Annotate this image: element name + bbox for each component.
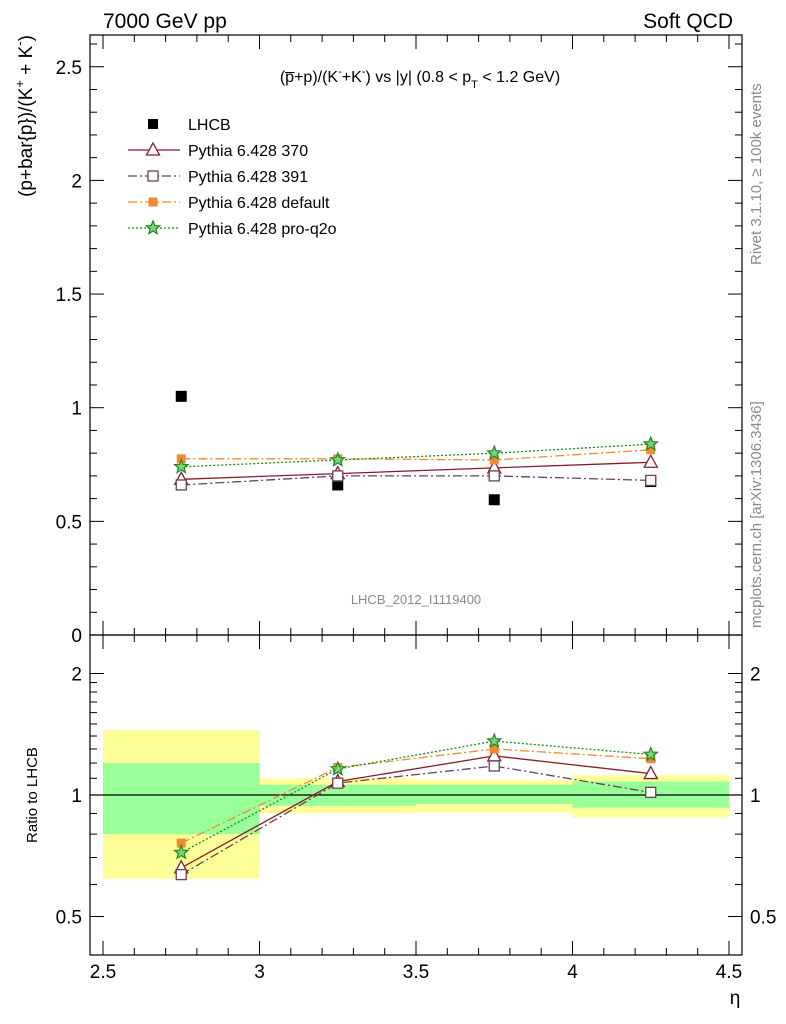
x-tick-label: 3 bbox=[254, 962, 265, 983]
legend-marker bbox=[148, 197, 158, 207]
series-line-default bbox=[181, 449, 651, 461]
ratio-y-tick-label-right: 0.5 bbox=[750, 908, 776, 929]
ratio-point-391 bbox=[488, 760, 500, 772]
legend-item-default: Pythia 6.428 default bbox=[128, 195, 330, 212]
legend-marker bbox=[145, 141, 161, 156]
legend-label: Pythia 6.428 391 bbox=[188, 169, 308, 186]
legend-label: LHCB bbox=[188, 117, 231, 134]
ratio-band-inner bbox=[416, 784, 573, 804]
ratio-point-proq2o bbox=[172, 843, 190, 860]
ratio-point-proq2o bbox=[485, 732, 503, 749]
analysis-label: LHCB_2012_I1119400 bbox=[351, 592, 481, 607]
chart-title: (p̅+p)/(K-+K-) vs |y| (0.8 < pT < 1.2 Ge… bbox=[280, 66, 560, 91]
legend-item-proq2o: Pythia 6.428 pro-q2o bbox=[128, 219, 337, 238]
ratio-point-default bbox=[176, 838, 186, 848]
x-tick-label: 3.5 bbox=[403, 962, 429, 983]
ratio-frame bbox=[89, 634, 743, 956]
legend-marker bbox=[144, 219, 162, 236]
point-391 bbox=[332, 470, 344, 482]
y-tick-label-zero: 0 bbox=[71, 626, 82, 647]
ratio-point-391 bbox=[175, 868, 187, 881]
point-LHCB bbox=[488, 494, 500, 506]
y-axis-label: (p+bar{p})/(K+ + K-) bbox=[12, 35, 37, 197]
ratio-point-default bbox=[489, 744, 499, 754]
ratio-point-default bbox=[646, 754, 656, 764]
point-proq2o bbox=[642, 435, 659, 452]
y-tick-label: 1.5 bbox=[56, 285, 82, 306]
series-default bbox=[176, 445, 656, 465]
category-label: Soft QCD bbox=[643, 10, 733, 33]
ratio-band-inner bbox=[103, 763, 260, 835]
point-LHCB bbox=[175, 390, 187, 402]
point-proq2o bbox=[172, 458, 190, 474]
x-tick-label: 4 bbox=[567, 962, 578, 983]
legend-marker bbox=[147, 170, 159, 182]
point-391 bbox=[488, 470, 500, 482]
mcplots-reference-label: mcplots.cern.ch [arXiv:1306.3436] bbox=[748, 401, 765, 628]
legend: LHCB Pythia 6.428 370 Pythia 6.428 391 Pyth… bbox=[128, 117, 337, 238]
point-391 bbox=[645, 474, 657, 487]
rivet-version-label: Rivet 3.1.10, ≥ 100k events bbox=[748, 83, 765, 265]
series-line-370 bbox=[181, 461, 651, 480]
ratio-series-391 bbox=[175, 760, 657, 881]
point-LHCB bbox=[332, 479, 344, 491]
x-axis-label: η bbox=[730, 988, 741, 1009]
legend-item-370: Pythia 6.428 370 bbox=[128, 141, 308, 160]
series-line-proq2o bbox=[181, 443, 651, 468]
ratio-point-proq2o bbox=[642, 745, 660, 762]
y-tick-label: 1 bbox=[71, 399, 82, 420]
legend-item-LHCB: LHCB bbox=[148, 117, 231, 134]
point-default bbox=[489, 455, 499, 465]
legend-item-391: Pythia 6.428 391 bbox=[128, 169, 308, 186]
y-tick-label: 0.5 bbox=[56, 512, 82, 533]
ratio-y-tick-label-right: 1 bbox=[750, 786, 761, 807]
y-tick-label: 2 bbox=[71, 171, 82, 192]
series-line-391 bbox=[181, 475, 651, 486]
x-tick-label: 2.5 bbox=[90, 962, 116, 983]
ratio-y-tick-label: 1 bbox=[71, 786, 82, 807]
pbar-symbol: p̅ bbox=[285, 69, 295, 86]
ratio-line-proq2o bbox=[180, 740, 651, 854]
point-proq2o bbox=[329, 451, 347, 467]
series-LHCB bbox=[175, 390, 657, 506]
ratio-point-proq2o bbox=[329, 760, 347, 776]
ratio-y-axis-label: Ratio to LHCB bbox=[24, 747, 41, 843]
ratio-line-370 bbox=[180, 755, 651, 869]
ratio-point-391 bbox=[645, 786, 657, 799]
series-proq2o bbox=[172, 435, 659, 474]
ratio-y-tick-label: 0.5 bbox=[56, 908, 82, 929]
legend-label: Pythia 6.428 default bbox=[188, 195, 330, 212]
legend-marker bbox=[148, 119, 158, 129]
ratio-y-tick-label-right: 2 bbox=[750, 665, 761, 686]
point-proq2o bbox=[486, 444, 503, 461]
beam-energy-label: 7000 GeV pp bbox=[103, 10, 227, 33]
x-tick-label: 4.5 bbox=[716, 962, 742, 983]
ratio-line-391 bbox=[180, 765, 651, 876]
main-panel: 0.5 1 1.5 2 2.5 0 bbox=[56, 34, 743, 647]
point-391 bbox=[175, 479, 187, 491]
ratio-point-370 bbox=[643, 765, 659, 780]
legend-label: Pythia 6.428 370 bbox=[188, 143, 308, 160]
ratio-point-391 bbox=[332, 777, 344, 789]
ratio-series-proq2o bbox=[172, 732, 660, 860]
ratio-y-tick-label: 2 bbox=[71, 665, 82, 686]
point-370 bbox=[643, 453, 659, 468]
series-391 bbox=[175, 470, 657, 491]
ratio-line-default bbox=[181, 748, 651, 844]
legend-label: Pythia 6.428 pro-q2o bbox=[188, 221, 337, 238]
y-tick-label: 2.5 bbox=[56, 58, 82, 79]
point-default bbox=[646, 445, 656, 455]
ratio-panel: 0.5 0.5 1 1 2 2 bbox=[56, 634, 776, 956]
